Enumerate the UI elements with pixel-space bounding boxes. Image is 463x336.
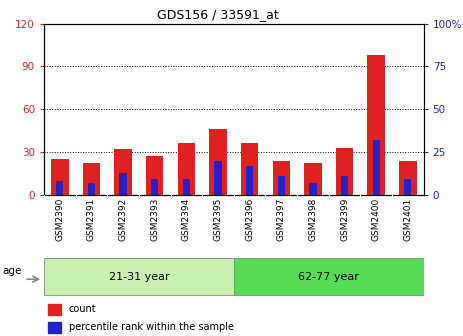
Bar [309,183,317,195]
Text: GSM2399: GSM2399 [340,198,349,241]
Text: GDS156 / 33591_at: GDS156 / 33591_at [157,8,278,22]
Bar [51,159,69,195]
Bar [241,143,258,195]
Bar [246,166,253,195]
Bar [368,55,385,195]
Text: GSM2398: GSM2398 [308,198,318,241]
Text: GSM2401: GSM2401 [403,198,413,241]
Bar [373,140,380,195]
Bar [151,179,158,195]
Text: GSM2400: GSM2400 [372,198,381,241]
Bar [273,161,290,195]
Text: GSM2391: GSM2391 [87,198,96,241]
Text: GSM2393: GSM2393 [150,198,159,241]
Bar [234,258,424,295]
Text: count: count [69,304,96,314]
Bar [44,258,234,295]
Bar [119,173,127,195]
Text: percentile rank within the sample: percentile rank within the sample [69,323,234,333]
Text: age: age [2,266,22,276]
Text: GSM2390: GSM2390 [55,198,64,241]
Bar [278,176,285,195]
Text: GSM2396: GSM2396 [245,198,254,241]
Text: 21-31 year: 21-31 year [109,272,169,282]
Bar [146,156,163,195]
Bar [399,161,417,195]
Text: 62-77 year: 62-77 year [298,272,359,282]
Text: GSM2395: GSM2395 [213,198,223,241]
Text: GSM2394: GSM2394 [182,198,191,241]
Bar [304,164,322,195]
Bar [48,322,61,333]
Bar [178,143,195,195]
Bar [214,161,222,195]
Bar [88,183,95,195]
Bar [209,129,227,195]
Bar [336,148,353,195]
Bar [341,176,348,195]
Bar [48,304,61,315]
Bar [183,179,190,195]
Bar [83,164,100,195]
Bar [114,149,132,195]
Text: GSM2397: GSM2397 [277,198,286,241]
Bar [56,181,63,195]
Bar [404,179,412,195]
Text: GSM2392: GSM2392 [119,198,128,241]
